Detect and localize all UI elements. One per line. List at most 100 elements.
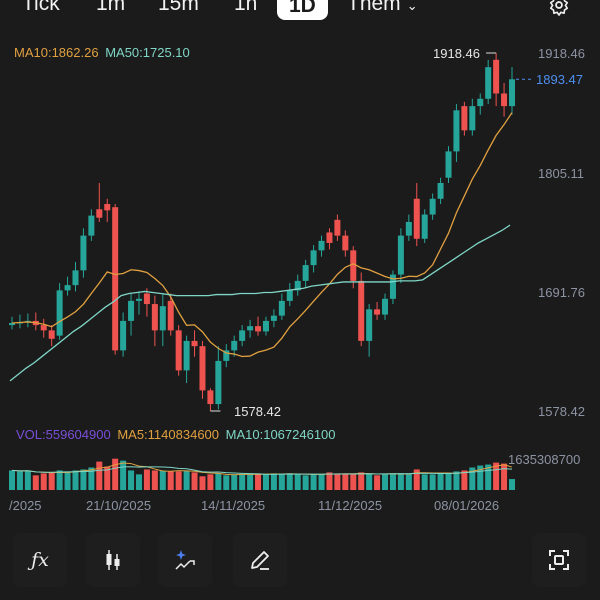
volume-bar (493, 462, 500, 490)
ma50-line (9, 224, 511, 382)
volume-bar (64, 471, 71, 490)
volume-bar (278, 474, 285, 490)
price-tick: 1578.42 (538, 404, 585, 419)
volume-bar (183, 470, 190, 490)
volume-bar (104, 466, 111, 490)
volume-bar (453, 471, 460, 490)
volume-bar (358, 472, 365, 490)
candle-body (374, 309, 381, 315)
volume-bar (159, 470, 166, 490)
candle-body (445, 151, 452, 178)
tab-1m[interactable]: 1m (96, 0, 126, 15)
volume-bar (48, 472, 55, 490)
volume-bar (445, 473, 452, 490)
volume-bar (135, 474, 142, 490)
volume-bar (167, 471, 174, 490)
indicator-button[interactable]: ƒx (13, 533, 67, 587)
volume-bar (405, 473, 412, 490)
candle-body (239, 330, 246, 341)
candle-body (477, 98, 484, 107)
chart-type-button[interactable] (86, 533, 140, 587)
tab-tick[interactable]: Tick (22, 0, 60, 15)
volume-bar (366, 473, 373, 490)
function-icon: ƒx (31, 549, 49, 571)
candle-body (429, 198, 436, 215)
candle-body (175, 330, 182, 371)
volume-bar (247, 474, 254, 490)
candle-body (286, 290, 293, 301)
chevron-down-icon: ⌄ (406, 0, 418, 13)
volume-bar (151, 470, 158, 490)
candle-body (199, 346, 206, 391)
fullscreen-icon (549, 550, 569, 570)
volume-bar (32, 475, 39, 490)
volume-bar (310, 474, 317, 490)
candle-body (278, 300, 285, 316)
ai-sparkle-icon (175, 550, 195, 570)
ai-analysis-button[interactable] (158, 533, 212, 587)
date-tick: 21/10/2025 (86, 498, 152, 513)
candle-body (183, 340, 190, 371)
candle-body (64, 285, 71, 291)
volume-bar (16, 471, 23, 490)
max-price-marker: 1918.46 (433, 46, 480, 61)
ma10-legend: MA10:1862.26 (14, 45, 99, 60)
candle-body (397, 235, 404, 275)
tab-1d[interactable]: 1D (277, 0, 328, 20)
candle-body (461, 106, 468, 131)
candle-body (493, 59, 500, 94)
volume-bar (342, 474, 349, 490)
ma10-line (11, 112, 513, 358)
candle-body (382, 298, 389, 315)
tab-1h[interactable]: 1h (234, 0, 258, 15)
volume-bar (191, 472, 198, 490)
volume-bar (334, 473, 341, 490)
tab-15m[interactable]: 15m (158, 0, 199, 15)
volume-bar (389, 473, 396, 490)
candle-body (255, 326, 262, 332)
tab-more-label: Thêm (347, 0, 401, 15)
candle-body (421, 214, 428, 239)
last-price-label: 1893.47 (534, 72, 585, 87)
candle-body (56, 290, 63, 336)
candle-body (270, 315, 277, 321)
candle-body (191, 340, 198, 347)
candle-body (350, 250, 357, 281)
candle-body (358, 280, 365, 341)
volume-bar (326, 472, 333, 490)
candle-body (318, 240, 325, 251)
candle-body (40, 325, 47, 331)
volume-bar (143, 469, 150, 490)
candle-body (294, 280, 301, 291)
candle-body (469, 106, 476, 131)
volume-bar (40, 473, 47, 490)
candle-body (310, 250, 317, 266)
candle-body (366, 309, 373, 341)
volume-bar (255, 473, 262, 490)
volume-bar (80, 469, 87, 490)
fullscreen-button[interactable] (532, 533, 586, 587)
candle-body (128, 300, 135, 321)
candle-body (262, 320, 269, 332)
price-legend: MA10:1862.26 MA50:1725.10 (14, 45, 190, 60)
volume-bar (397, 473, 404, 490)
price-tick: 1691.76 (538, 285, 585, 300)
volume-bar (112, 458, 119, 490)
volume-bar (302, 475, 309, 490)
volume-bar (374, 475, 381, 490)
gear-icon[interactable] (548, 0, 570, 16)
volume-bar (413, 469, 420, 490)
candle-body (223, 350, 230, 361)
tab-more[interactable]: Thêm ⌄ (347, 0, 418, 16)
volume-bar (262, 474, 269, 490)
candle-body (88, 215, 95, 236)
candle-body (302, 265, 309, 281)
candle-body (9, 323, 15, 326)
volume-axis-max: 1635308700 (508, 452, 581, 467)
candle-body (326, 232, 333, 243)
volume-ma10-line (11, 466, 513, 475)
date-tick: /2025 (9, 498, 42, 513)
draw-button[interactable] (233, 533, 287, 587)
volume-bar (24, 470, 31, 490)
